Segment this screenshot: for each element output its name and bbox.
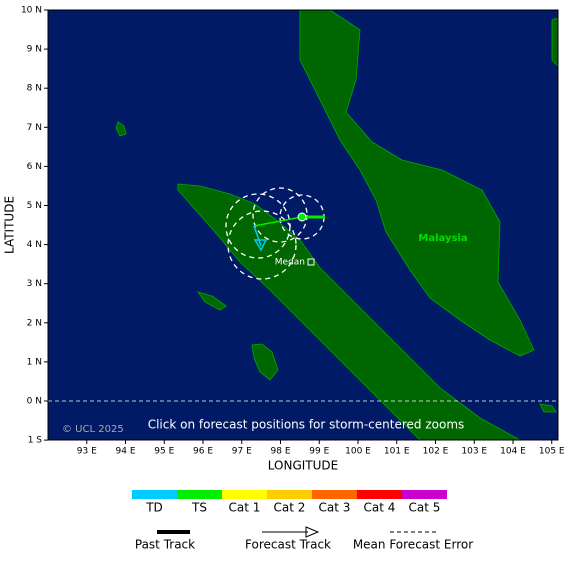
y-tick-label: 5 N xyxy=(27,201,42,211)
intensity-label: Cat 4 xyxy=(364,501,396,515)
y-tick-label: 1 S xyxy=(28,436,43,446)
intensity-label: Cat 1 xyxy=(229,501,261,515)
y-tick-label: 4 N xyxy=(27,240,42,250)
city-marker xyxy=(307,258,315,266)
x-axis-label: LONGITUDE xyxy=(268,459,338,473)
island xyxy=(539,403,557,413)
x-tick-label: 99 E xyxy=(309,447,329,457)
y-tick-label: 3 N xyxy=(27,279,42,289)
error-circle[interactable] xyxy=(227,210,297,280)
x-tick-label: 97 E xyxy=(232,447,252,457)
hint: Click on forecast positions for storm-ce… xyxy=(148,418,465,432)
sumatra xyxy=(177,183,521,441)
intensity-label: Cat 5 xyxy=(409,501,441,515)
y-tick-label: 2 N xyxy=(27,318,42,328)
x-tick-label: 98 E xyxy=(271,447,291,457)
intensity-label: TS xyxy=(191,501,207,515)
malay-peninsula xyxy=(299,9,535,357)
y-tick-label: 0 N xyxy=(27,397,42,407)
island xyxy=(251,343,279,381)
intensity-label: Cat 2 xyxy=(274,501,306,515)
intensity-label: Cat 3 xyxy=(319,501,351,515)
intensity-swatch xyxy=(402,490,447,499)
intensity-label: TD xyxy=(145,501,163,515)
forecast-track-arrow xyxy=(305,526,320,538)
copyright: © UCL 2025 xyxy=(62,424,124,435)
y-tick-label: 1 N xyxy=(27,357,42,367)
country-label: Malaysia xyxy=(418,233,467,244)
x-tick-label: 104 E xyxy=(500,447,526,457)
intensity-swatch xyxy=(177,490,222,499)
land xyxy=(115,9,559,441)
y-tick-label: 6 N xyxy=(27,162,42,172)
x-tick-label: 102 E xyxy=(423,447,449,457)
track-arrow xyxy=(253,239,268,252)
y-tick-label: 8 N xyxy=(27,84,42,94)
y-tick-label: 9 N xyxy=(27,45,42,55)
intensity-swatch xyxy=(222,490,267,499)
x-tick-label: 93 E xyxy=(77,447,97,457)
x-tick-label: 105 E xyxy=(539,447,565,457)
forecast-track xyxy=(253,216,303,227)
x-tick-label: 103 E xyxy=(461,447,487,457)
intensity-swatch xyxy=(312,490,357,499)
island xyxy=(551,17,559,67)
y-tick-label: 10 N xyxy=(21,6,42,16)
x-tick-label: 95 E xyxy=(154,447,174,457)
x-tick-label: 94 E xyxy=(116,447,136,457)
error-circle[interactable] xyxy=(252,187,308,243)
track-legend-label: Forecast Track xyxy=(245,538,331,552)
track-legend-label: Mean Forecast Error xyxy=(353,538,473,552)
intensity-swatch xyxy=(357,490,402,499)
track-legend-label: Past Track xyxy=(135,538,195,552)
x-tick-label: 101 E xyxy=(384,447,410,457)
error-circle[interactable] xyxy=(225,193,291,259)
island xyxy=(197,291,227,311)
x-tick-label: 96 E xyxy=(193,447,213,457)
y-axis-label: LATITUDE xyxy=(3,196,17,254)
city-label: Medan xyxy=(275,258,305,268)
intensity-swatch xyxy=(267,490,312,499)
x-tick-label: 100 E xyxy=(345,447,371,457)
forecast-track xyxy=(253,225,262,247)
map-frame xyxy=(47,9,559,441)
track xyxy=(253,212,325,252)
storm-position[interactable] xyxy=(297,212,307,222)
island xyxy=(115,121,127,137)
intensity-swatch xyxy=(132,490,177,499)
y-tick-label: 7 N xyxy=(27,123,42,133)
